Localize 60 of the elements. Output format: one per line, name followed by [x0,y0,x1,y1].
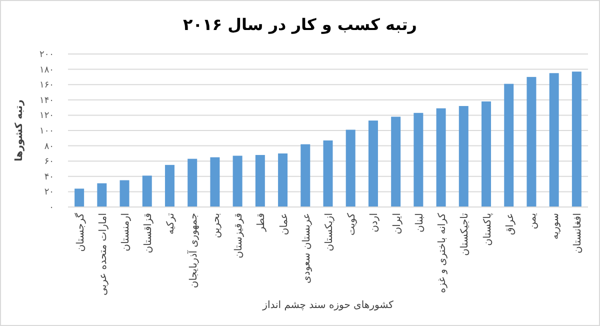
x-tick-label: جمهوری آذربایجان [186,213,200,288]
y-tick-label: ۴۰ [44,172,54,182]
y-tick-label: ۱۰۰ [39,126,54,136]
bar [142,176,152,207]
bar [391,116,401,207]
x-tick-label: سوریه [550,213,562,240]
bar [278,153,288,207]
bar [255,154,265,207]
x-tick-label: گرجستان [74,212,86,252]
bar [346,130,356,207]
y-tick-label: ۱۶۰ [39,80,54,91]
bar [323,140,333,207]
x-tick-label: ازبکستان [324,213,335,252]
x-tick-label: کویت [346,212,358,236]
x-tick-label: پاکستان [482,212,494,246]
x-tick-label: ارمنستان [120,213,132,252]
y-tick-label: ۶۰ [44,157,54,168]
bar [482,101,492,207]
y-tick-label: ۲۰ [44,188,54,198]
bar [97,183,107,207]
bar [368,120,378,207]
bar [164,164,174,207]
bar [526,76,536,207]
bar [572,72,582,207]
x-axis-title: کشورهای حوزه سند چشم انداز [262,300,394,311]
x-tick-label: قزاقستان [143,212,154,254]
x-tick-label: لبنان [414,213,426,232]
y-tick-label: ۰ [49,203,54,213]
x-tick-label: قطر [256,212,268,233]
x-tick-label: تاجیکستان [460,212,471,256]
chart-title: رتبه کسب و کار در سال ۲۰۱۶ [183,15,417,34]
x-tick-label: عراق [504,213,516,236]
y-tick-label: ۱۴۰ [39,96,54,106]
y-tick-label: ۱۸۰ [39,65,54,76]
bar [120,180,130,207]
bar [232,156,242,207]
x-tick-label: بحرین [210,213,222,238]
x-tick-label: کرانه باختری و غزه [437,212,448,293]
bar [300,144,310,207]
bar [414,112,424,207]
x-tick-label: یمن [527,212,538,230]
x-tick-label: افغانستان [572,213,584,254]
x-tick-label: ترکیه [166,212,177,234]
x-tick-label: قرقیزستان [234,212,245,258]
x-tick-label: اردن [369,213,380,232]
bar [74,188,84,207]
y-tick-label: ۲۰۰ [39,50,54,60]
y-tick-label: ۸۰ [44,142,54,152]
bar [188,158,198,207]
bar [549,73,559,207]
y-axis-title: رتبه کشورها [14,99,25,162]
y-tick-label: ۱۲۰ [39,111,54,122]
x-tick-label: امارات متحده عربی [98,213,109,296]
x-tick-label: عربستان سعودی [301,213,312,284]
bar [436,108,446,207]
bar [210,157,220,207]
x-tick-label: عمان [278,213,290,236]
bar [458,106,468,207]
x-tick-label: ایران [392,213,403,234]
bar [504,84,514,207]
